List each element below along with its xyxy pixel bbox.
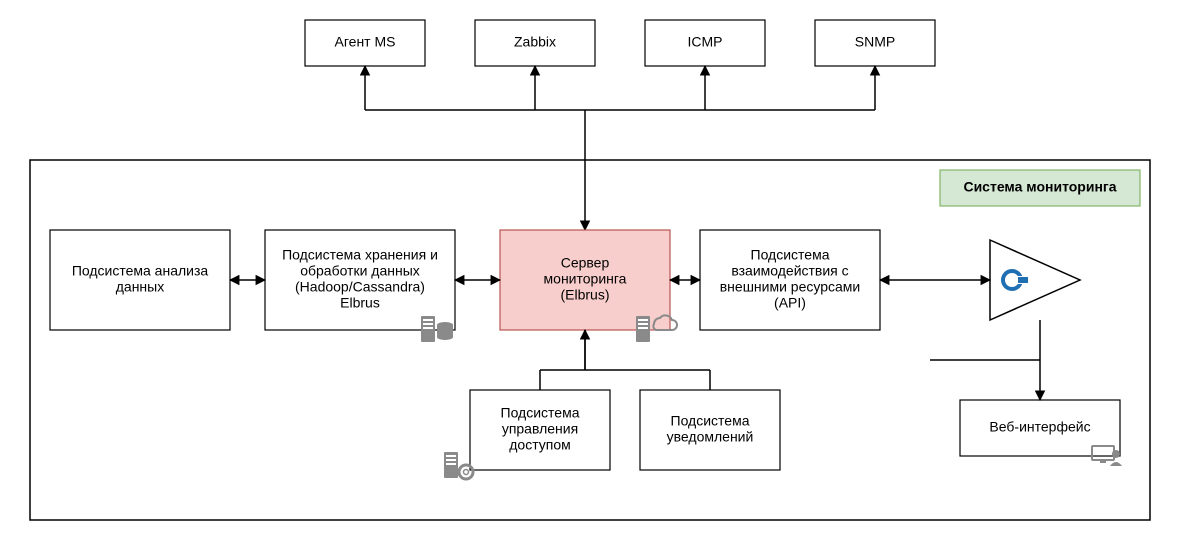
server-icon (444, 452, 458, 478)
agent-box-1: Zabbix (475, 20, 595, 66)
access-box-label: Подсистема (501, 405, 580, 421)
storage-box: Подсистема хранения иобработки данных(Ha… (265, 230, 455, 330)
server-icon (421, 316, 435, 342)
agent-box-3: SNMP (815, 20, 935, 66)
storage-box-label: (Hadoop/Cassandra) (295, 279, 425, 295)
access-box: Подсистемауправлениядоступом (470, 390, 610, 470)
server-box: Сервермониторинга(Elbrus) (500, 230, 670, 330)
analysis-box-label: данных (116, 279, 164, 295)
storage-box-label: Подсистема хранения и (282, 247, 438, 263)
agent-box-1-label: Zabbix (514, 34, 556, 50)
title-box: Система мониторинга (940, 170, 1140, 206)
architecture-diagram: Система мониторинга Агент MS Zabbix ICMP SNM… (0, 0, 1182, 542)
api-box-label: Подсистема (751, 247, 830, 263)
external-gateway (990, 240, 1080, 320)
agent-box-0: Агент MS (305, 20, 425, 66)
server-box-label: мониторинга (544, 271, 627, 287)
access-box-label: доступом (509, 437, 571, 453)
server-box-label: (Elbrus) (560, 287, 609, 303)
analysis-box: Подсистема анализаданных (50, 230, 230, 330)
database-icon (437, 322, 453, 340)
web-box-label: Веб-интерфейс (989, 419, 1090, 435)
notify-box-label: уведомлений (667, 429, 754, 445)
storage-box-label: Elbrus (340, 295, 380, 311)
web-box: Веб-интерфейс (960, 400, 1120, 456)
storage-box-label: обработки данных (300, 263, 420, 279)
notify-box-label: Подсистема (671, 413, 750, 429)
api-box-label: внешними ресурсами (720, 279, 861, 295)
notify-box: Подсистемауведомлений (640, 390, 780, 470)
agent-box-0-label: Агент MS (335, 34, 396, 50)
agent-box-2: ICMP (645, 20, 765, 66)
api-box-label: взаимодействия с (731, 263, 848, 279)
server-box-label: Сервер (561, 255, 610, 271)
agent-box-2-label: ICMP (688, 34, 723, 50)
access-box-label: управления (502, 421, 578, 437)
title-box-label: Система мониторинга (963, 179, 1116, 195)
agent-box-3-label: SNMP (855, 34, 895, 50)
api-box-label: (API) (774, 295, 806, 311)
gear-icon (459, 465, 473, 479)
server-icon (636, 316, 650, 342)
api-box: Подсистемавзаимодействия свнешними ресур… (700, 230, 880, 330)
analysis-box-label: Подсистема анализа (72, 263, 209, 279)
